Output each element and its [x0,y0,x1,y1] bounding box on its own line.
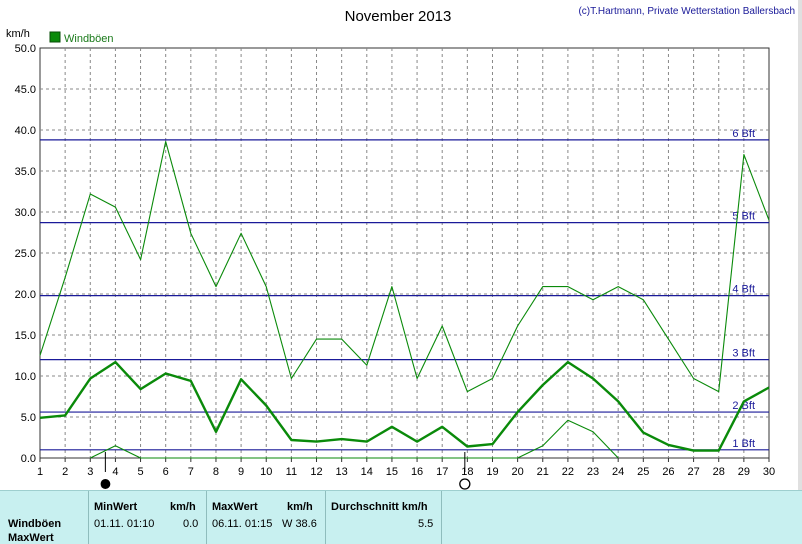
x-tick-label: 28 [713,466,725,478]
y-tick-label: 45.0 [15,84,36,96]
x-tick-label: 26 [662,466,674,478]
x-tick-label: 3 [87,466,93,478]
avg-value: 5.5 [418,518,434,530]
x-tick-label: 19 [486,466,498,478]
x-tick-label: 27 [687,466,699,478]
x-tick-label: 5 [137,466,143,478]
y-tick-label: 40.0 [15,125,36,137]
y-axis-unit: km/h [6,28,30,40]
chart: November 2013 (c)T.Hartmann, Private Wet… [6,6,795,490]
series-line-avg [39,360,770,452]
x-tick-label: 10 [260,466,272,478]
x-tick-label: 9 [238,466,244,478]
y-tick-label: 0.0 [21,453,36,465]
chart-title: November 2013 [345,8,452,25]
full-moon-icon [459,478,471,490]
y-tick-label: 10.0 [15,371,36,383]
y-tick-label: 25.0 [15,248,36,260]
vertical-scrollbar[interactable] [798,0,802,490]
x-tick-label: 23 [587,466,599,478]
x-tick-label: 21 [537,466,549,478]
x-tick-label: 15 [386,466,398,478]
credit-text: (c)T.Hartmann, Private Wetterstation Bal… [578,6,795,17]
x-tick-label: 8 [213,466,219,478]
max-unit: km/h [287,501,313,513]
x-tick-label: 11 [286,466,297,478]
bft-label: 6 Bft [732,128,755,140]
x-tick-label: 29 [738,466,750,478]
x-tick-label: 2 [62,466,68,478]
min-value: 0.0 [183,518,199,530]
x-tick-label: 13 [336,466,348,478]
new-moon-icon [100,479,111,489]
y-tick-label: 35.0 [15,166,36,178]
bft-label: 1 Bft [732,438,755,450]
x-tick-label: 12 [310,466,322,478]
x-tick-label: 20 [511,466,523,478]
stats-row-label-maxwert: MaxWert [8,532,54,544]
bft-label: 4 Bft [732,284,755,296]
x-tick-label: 22 [562,466,574,478]
legend-label: Windböen [64,33,114,45]
max-time: 06.11. 01:15 [212,518,273,530]
y-tick-label: 30.0 [15,207,36,219]
series-line-max [39,140,770,393]
x-tick-label: 6 [163,466,169,478]
x-tick-label: 30 [763,466,775,478]
y-tick-label: 5.0 [21,412,36,424]
bft-label: 3 Bft [732,348,755,360]
x-tick-label: 1 [37,466,43,478]
max-value: W 38.6 [282,518,317,530]
x-tick-label: 14 [361,466,373,478]
series-line-min [90,419,619,459]
stats-panel: Windböen MaxWert MinWert km/h 01.11. 01:… [0,490,802,544]
max-header: MaxWert [212,501,258,513]
y-tick-label: 15.0 [15,330,36,342]
bft-label: 2 Bft [732,400,755,412]
x-tick-label: 24 [612,466,624,478]
x-tick-label: 7 [188,466,194,478]
min-unit: km/h [170,501,196,513]
y-tick-label: 20.0 [15,289,36,301]
avg-header: Durchschnitt km/h [331,501,428,513]
legend-swatch [49,31,61,43]
x-tick-label: 25 [637,466,649,478]
x-tick-label: 4 [112,466,118,478]
bft-label: 5 Bft [732,211,755,223]
x-tick-label: 17 [436,466,448,478]
min-time: 01.11. 01:10 [94,518,155,530]
min-header: MinWert [94,501,138,513]
x-tick-label: 16 [411,466,423,478]
x-tick-label: 18 [461,466,473,478]
stats-row-label-windboeen: Windböen [8,518,62,530]
y-tick-label: 50.0 [15,43,36,55]
